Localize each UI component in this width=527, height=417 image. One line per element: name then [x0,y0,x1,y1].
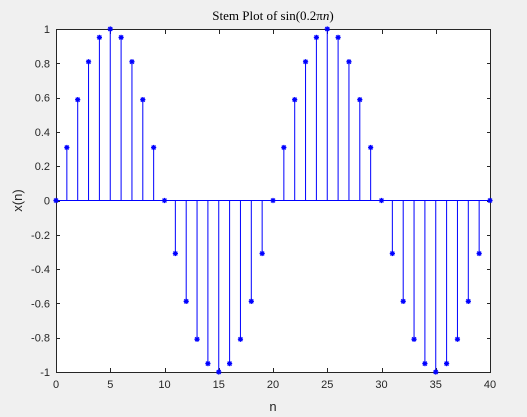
y-axis-ticks: -1 -0.8 -0.6 -0.4 -0.2 0 0.2 0.4 0.6 0.8 1 [31,24,491,379]
y-tick-label: 0.4 [35,127,50,139]
y-tick-label: 0.8 [35,58,50,70]
x-tick-label: 30 [375,379,387,391]
stem-marker [487,197,493,204]
stem-marker [118,34,124,41]
y-tick-label: 0.2 [35,161,50,173]
stem-marker [400,298,406,304]
stem-marker [357,97,363,103]
stem-marker [292,97,298,103]
stem-marker [368,144,374,151]
stem-marker [302,59,309,65]
stem-marker [75,97,81,103]
x-tick-label: 35 [430,379,442,391]
stem-marker [476,250,482,257]
x-axis-ticks: 0 5 10 15 20 25 30 35 40 [53,30,496,391]
stem-marker [53,197,59,204]
stem-marker [161,197,168,204]
chart-title-prefix: Stem Plot of sin(0.2 [212,8,316,23]
stem-marker [248,298,254,304]
stem-marker [140,97,146,103]
x-tick-label: 10 [158,379,170,391]
stem-marker [324,26,330,32]
y-tick-label: -0.4 [31,264,50,276]
y-tick-label: -0.2 [31,230,50,242]
stem-marker [433,369,439,375]
x-tick-label: 25 [321,379,333,391]
stem-marker [270,197,276,204]
stem-marker [444,360,450,367]
y-tick-label: -0.8 [31,333,50,345]
stem-marker [378,197,385,204]
y-axis-label: x(n) [10,189,25,211]
stem-marker [183,298,189,304]
x-tick-label: 5 [107,379,113,391]
stem-marker [313,34,319,41]
stem-marker [346,59,352,65]
stem-marker [129,59,135,65]
stem-marker [281,144,287,151]
stem-marker [237,336,244,342]
stem-marker [205,360,211,367]
stem-marker [64,144,70,151]
stem-marker [465,298,471,304]
chart-title: Stem Plot of sin(0.2πn) [212,8,333,23]
y-tick-label: 0.6 [35,93,50,105]
stem-marker [172,250,178,257]
stem-marker [96,34,102,41]
stem-series [53,26,493,375]
stem-marker [227,360,233,367]
stem-marker [151,144,157,151]
x-tick-label: 20 [267,379,279,391]
x-tick-label: 15 [213,379,225,391]
stem-marker [389,250,395,257]
x-tick-label: 40 [484,379,496,391]
stem-marker [85,59,92,65]
stem-marker [107,26,113,32]
stem-marker [259,250,265,257]
y-tick-label: 0 [44,196,50,208]
y-tick-label: -0.6 [31,298,50,310]
chart-title-n: n [323,8,330,23]
stem-marker [194,336,200,342]
chart-title-pi: π [316,8,323,23]
stem-marker [335,34,341,41]
y-tick-label: -1 [40,367,50,379]
y-tick-label: 1 [44,24,50,36]
stem-marker [216,369,222,375]
x-axis-label: n [269,399,276,414]
chart-title-suffix: ) [329,8,333,23]
stem-marker [422,360,428,367]
x-tick-label: 0 [53,379,59,391]
stem-marker [454,336,461,342]
stem-marker [411,336,417,342]
